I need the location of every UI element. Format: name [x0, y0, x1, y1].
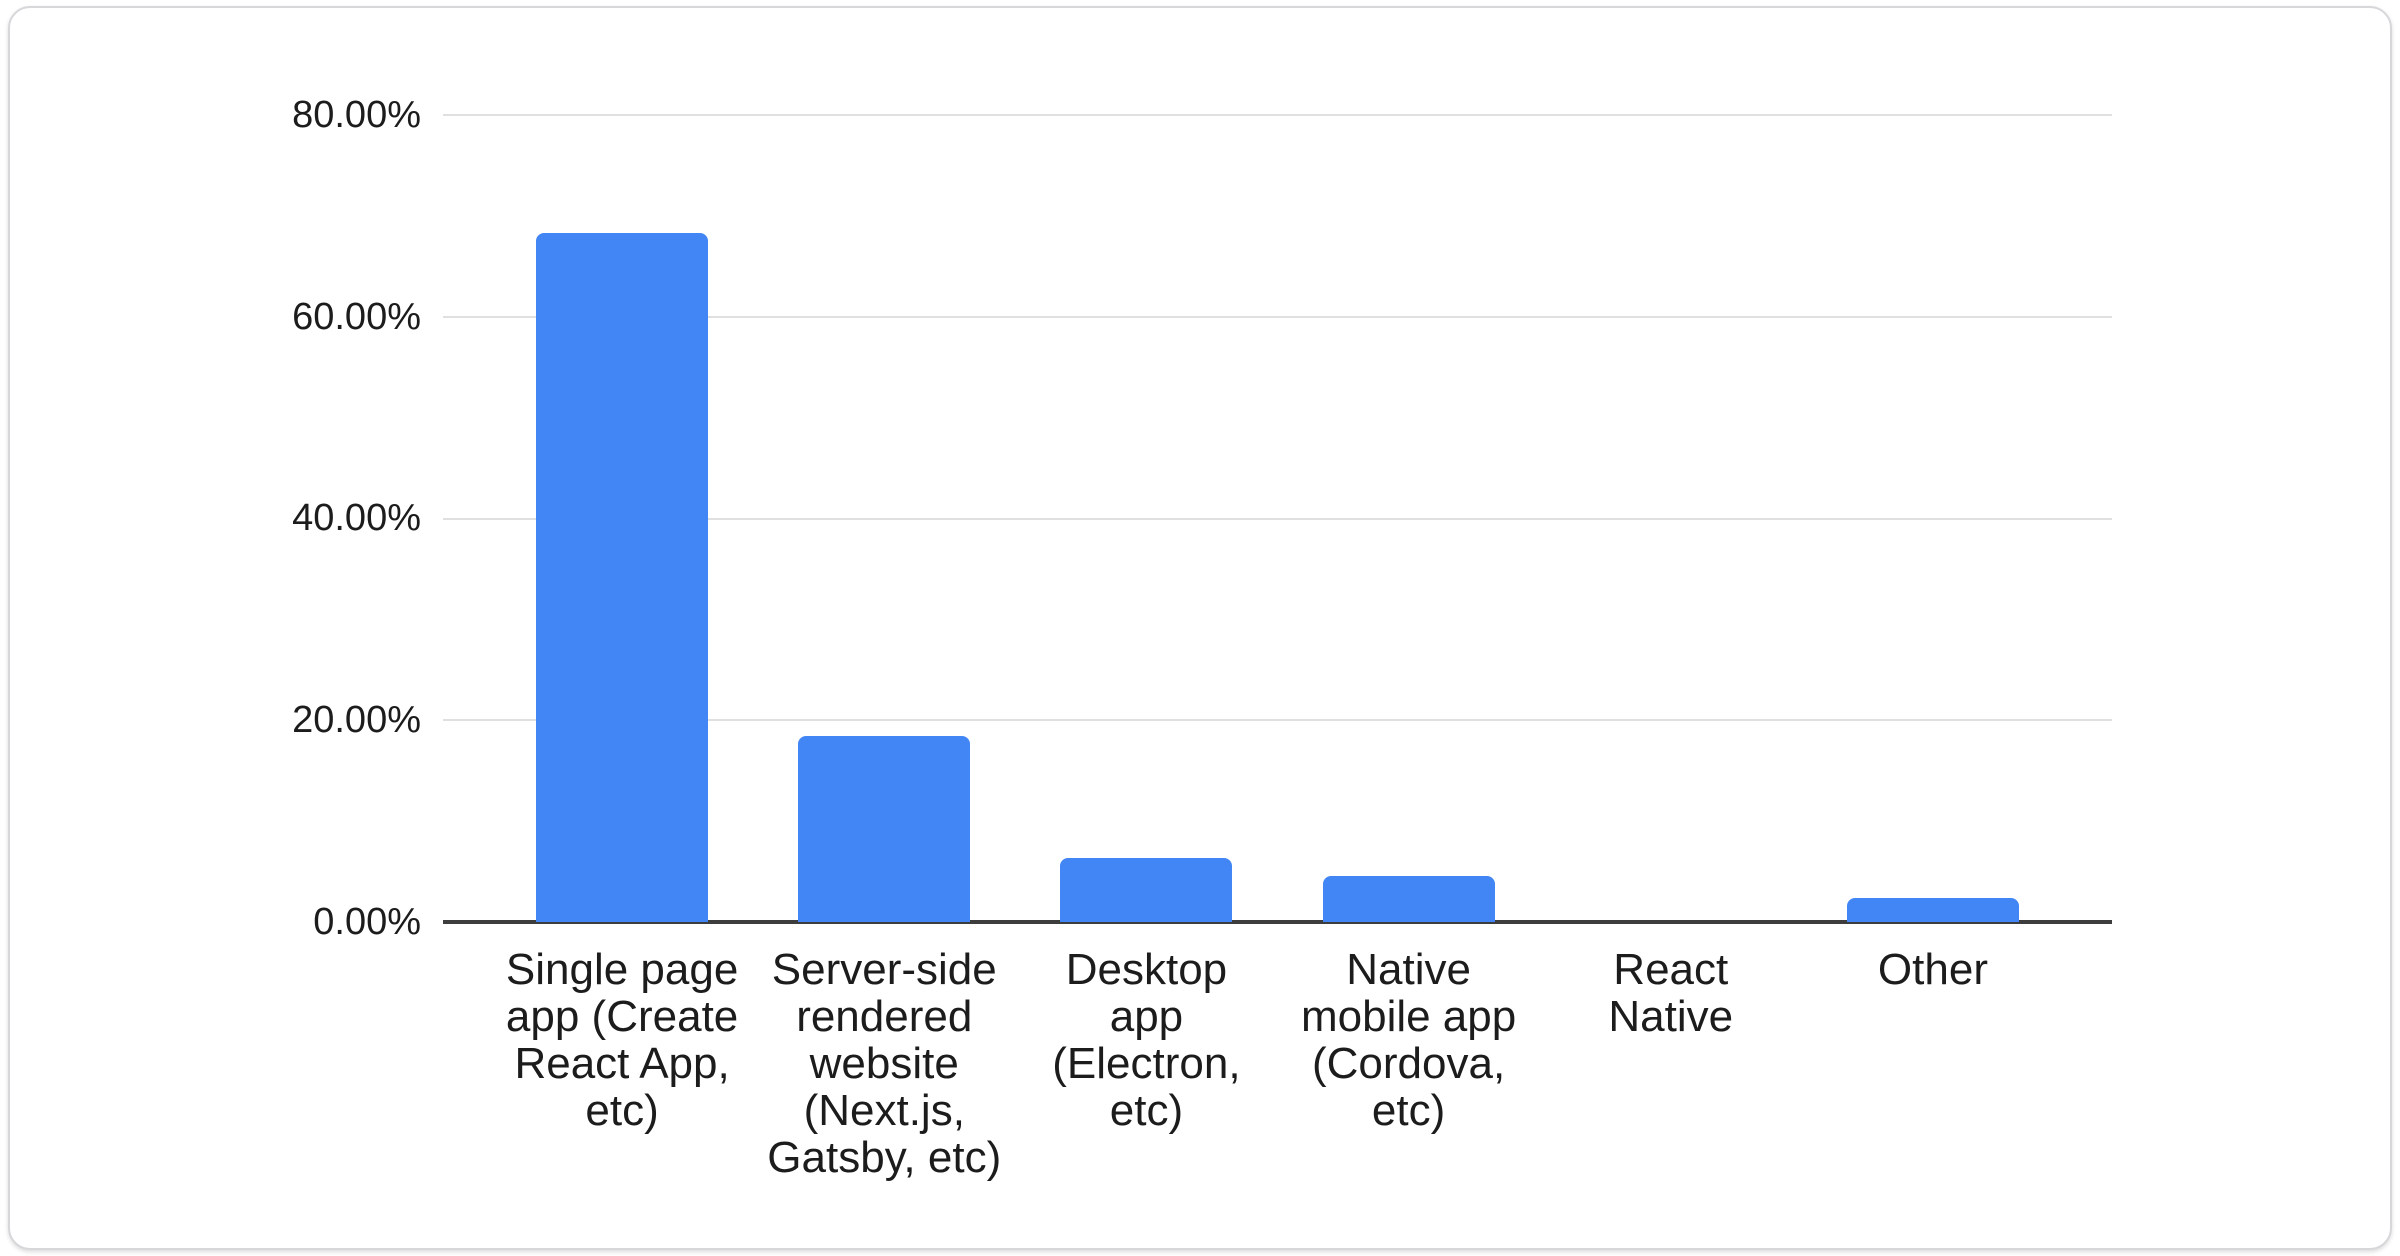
plot-area — [443, 114, 2112, 924]
bar-desktop-app[interactable] — [1060, 858, 1233, 922]
bar-band — [491, 115, 2064, 922]
bar-slot — [1802, 115, 2064, 922]
bar-slot — [1015, 115, 1277, 922]
gridline-60 — [443, 316, 2112, 318]
y-axis-tick-label: 80.00% — [292, 94, 421, 136]
x-axis-category-label: Server-side rendered website (Next.js, G… — [767, 945, 1002, 1182]
x-axis-line — [443, 920, 2112, 924]
x-axis-labels: Single page app (Create React App, etc) … — [491, 946, 2064, 1181]
y-axis-tick-label: 60.00% — [292, 296, 421, 338]
bar-server-side-rendered[interactable] — [798, 736, 971, 922]
gridline-80 — [443, 114, 2112, 116]
y-axis-tick-label: 20.00% — [292, 699, 421, 741]
y-axis-tick-label: 40.00% — [292, 497, 421, 539]
x-axis-category-label: React Native — [1608, 945, 1734, 1041]
x-axis-category-label: Other — [1877, 945, 1988, 994]
bar-slot — [753, 115, 1015, 922]
y-axis-tick-label: 0.00% — [313, 901, 421, 943]
chart-card — [8, 6, 2392, 1250]
bar-other[interactable] — [1846, 898, 2019, 922]
gridline-20 — [443, 719, 2112, 721]
bar-native-mobile-app[interactable] — [1322, 876, 1495, 922]
x-axis-category-label: Single page app (Create React App, etc) — [505, 945, 739, 1135]
bar-slot — [1540, 115, 1802, 922]
x-axis-category-label: Desktop app (Electron, etc) — [1052, 945, 1241, 1135]
bar-single-page-app[interactable] — [536, 233, 709, 922]
bar-slot — [491, 115, 753, 922]
x-axis-category-label: Native mobile app (Cordova, etc) — [1300, 945, 1517, 1135]
gridline-40 — [443, 518, 2112, 520]
bar-slot — [1278, 115, 1540, 922]
